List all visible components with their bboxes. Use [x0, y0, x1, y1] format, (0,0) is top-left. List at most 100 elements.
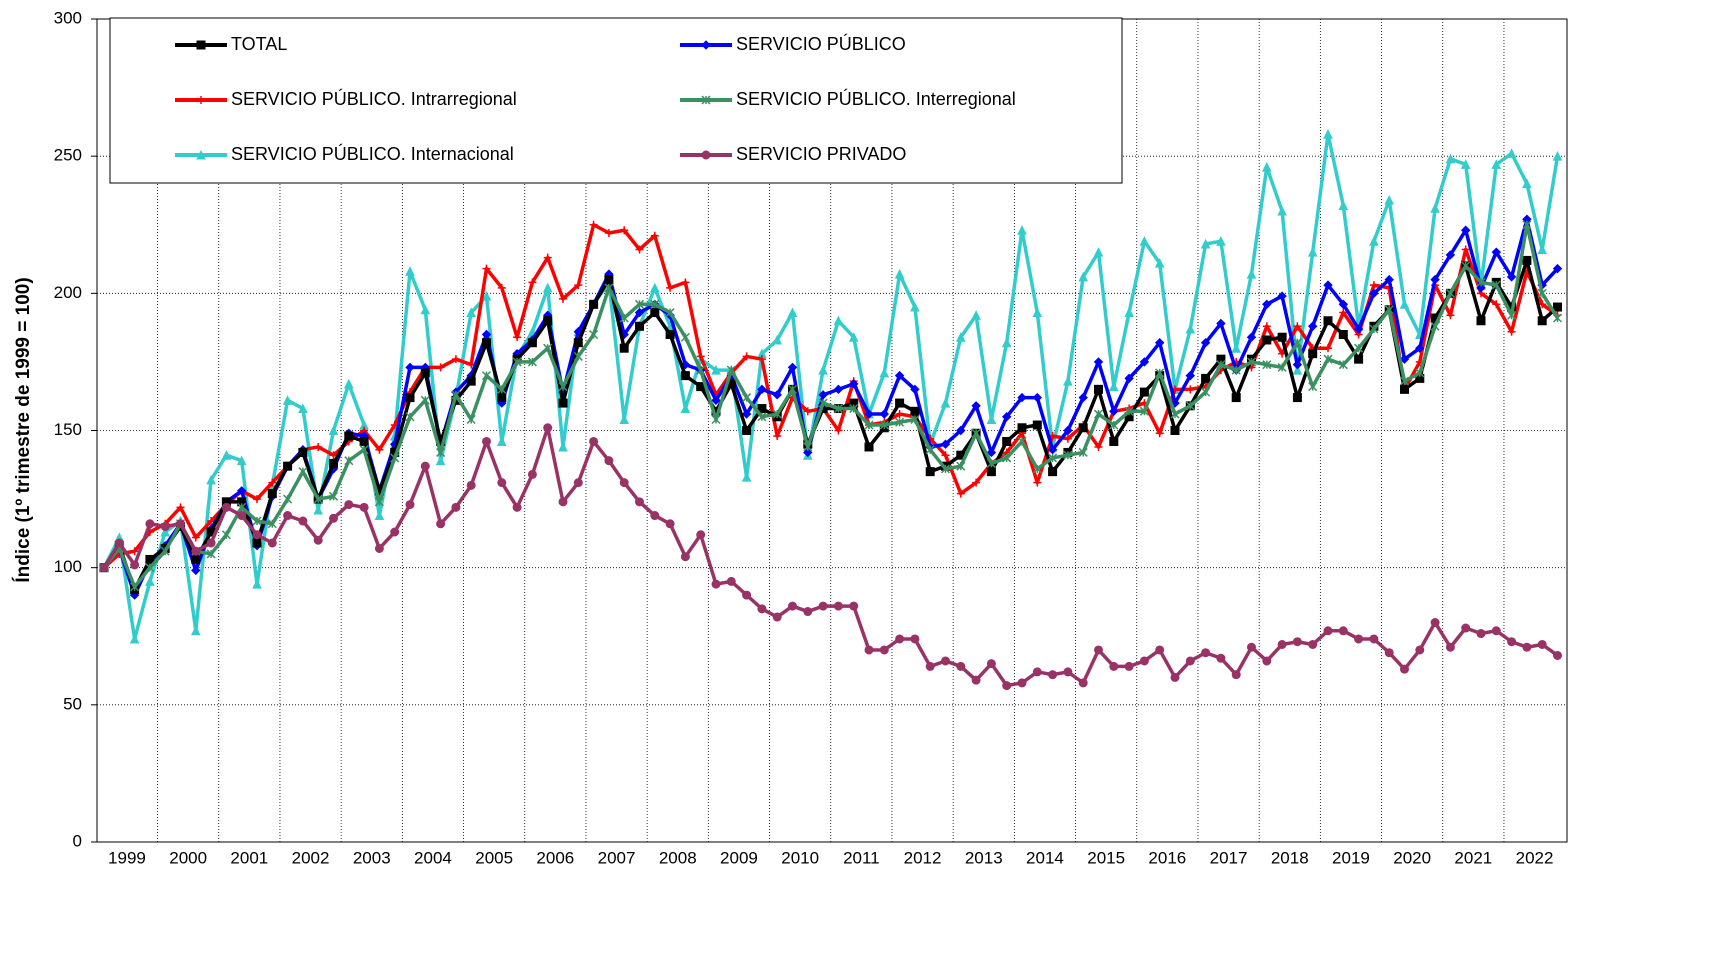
marker — [772, 612, 782, 622]
marker — [191, 546, 201, 556]
x-tick-label: 2011 — [843, 848, 880, 867]
marker — [1201, 373, 1211, 383]
marker — [1292, 359, 1303, 370]
marker — [940, 439, 951, 449]
marker — [298, 447, 308, 457]
marker — [650, 511, 660, 521]
marker — [191, 533, 200, 542]
x-tick-label: 2022 — [1516, 848, 1554, 867]
marker — [451, 502, 461, 512]
marker — [1430, 618, 1440, 628]
marker — [527, 357, 537, 367]
marker — [1201, 387, 1211, 397]
marker — [833, 601, 843, 611]
y-tick-label: 250 — [54, 146, 82, 165]
marker — [313, 504, 324, 515]
marker — [451, 355, 460, 364]
marker — [390, 527, 400, 537]
marker — [1200, 238, 1211, 249]
marker — [1400, 384, 1409, 394]
marker — [955, 332, 966, 342]
marker — [757, 404, 767, 414]
marker — [773, 431, 782, 440]
marker — [634, 307, 645, 318]
marker — [543, 253, 552, 262]
marker — [558, 497, 568, 507]
marker — [635, 321, 644, 331]
marker — [1307, 247, 1318, 257]
marker — [1399, 299, 1410, 309]
marker — [666, 283, 675, 292]
marker — [1399, 354, 1410, 364]
marker — [1476, 629, 1486, 639]
marker — [818, 390, 828, 400]
series-markers — [99, 423, 1562, 691]
marker — [1216, 236, 1226, 246]
marker — [1537, 244, 1548, 254]
marker — [451, 390, 461, 400]
marker — [344, 431, 354, 441]
marker — [879, 645, 889, 655]
marker — [1231, 343, 1242, 353]
marker — [757, 355, 766, 364]
marker — [1522, 255, 1532, 265]
marker — [252, 579, 262, 589]
marker — [818, 601, 828, 611]
marker — [1231, 670, 1241, 680]
marker — [741, 472, 752, 482]
marker — [282, 395, 293, 405]
marker — [1185, 323, 1196, 334]
marker — [1522, 642, 1532, 652]
marker — [589, 299, 599, 309]
marker — [696, 530, 706, 540]
marker — [1522, 220, 1532, 230]
marker — [665, 308, 675, 318]
marker — [1262, 299, 1272, 310]
marker — [1109, 406, 1119, 417]
marker — [848, 332, 859, 342]
marker — [497, 384, 507, 394]
marker — [513, 333, 522, 342]
legend-label: TOTAL — [231, 34, 287, 54]
marker — [1001, 412, 1012, 422]
marker — [1063, 425, 1073, 436]
marker — [1506, 272, 1517, 282]
marker — [803, 407, 812, 416]
marker — [589, 220, 598, 229]
marker — [635, 497, 644, 507]
x-tick-label: 1999 — [108, 848, 146, 867]
x-tick-label: 2019 — [1332, 848, 1370, 867]
y-tick-label: 100 — [54, 557, 82, 576]
marker — [1400, 664, 1409, 674]
marker — [1047, 444, 1058, 455]
marker — [1277, 332, 1287, 342]
marker — [1507, 637, 1517, 647]
marker — [191, 565, 201, 576]
marker — [206, 549, 216, 559]
marker — [787, 307, 798, 318]
marker — [1430, 274, 1440, 285]
marker — [221, 530, 231, 540]
marker — [1155, 429, 1164, 438]
marker — [359, 436, 369, 446]
marker — [1308, 639, 1318, 649]
marker — [558, 382, 568, 392]
marker — [466, 414, 476, 425]
marker — [1002, 681, 1012, 691]
marker — [986, 458, 996, 468]
marker — [1292, 338, 1302, 348]
marker — [895, 410, 904, 419]
marker — [129, 633, 140, 644]
marker — [701, 150, 711, 160]
marker — [114, 538, 124, 548]
marker — [1063, 450, 1073, 460]
marker — [680, 332, 690, 342]
marker — [925, 445, 935, 455]
marker — [1063, 434, 1072, 443]
marker — [1154, 338, 1165, 348]
marker — [1231, 365, 1241, 375]
marker — [956, 461, 966, 471]
marker — [803, 447, 813, 458]
